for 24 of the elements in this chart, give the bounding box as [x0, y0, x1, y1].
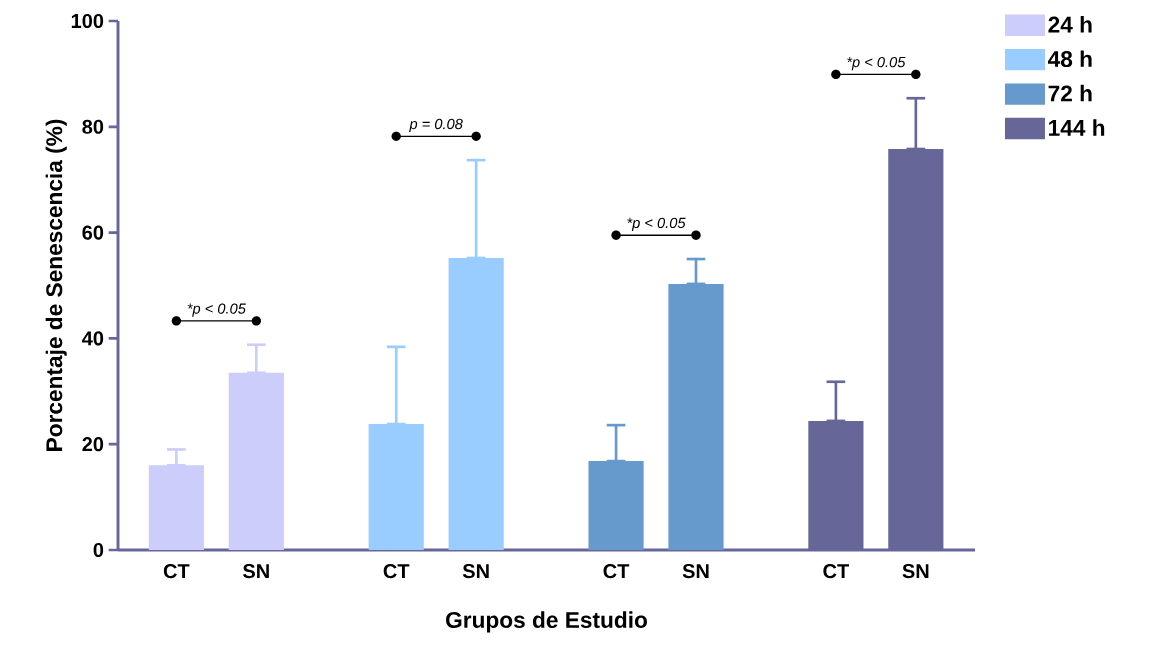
x-tick-label: CT: [163, 564, 190, 579]
annotation: *p < 0.05: [627, 217, 686, 231]
y-tick-label: 0: [93, 542, 104, 558]
y-tick-label: 60: [82, 225, 104, 240]
legend-label: 72 h: [1048, 84, 1092, 102]
x-tick-label: CT: [383, 564, 410, 579]
x-tick-label: SN: [902, 564, 929, 579]
legend-label: 48 h: [1047, 50, 1092, 68]
y-tick-label: 80: [82, 119, 104, 134]
x-tick-label: SN: [462, 564, 489, 579]
legend-label: 144 h: [1049, 119, 1105, 136]
annotation: *p < 0.05: [847, 56, 906, 71]
legend-label: 24 h: [1048, 16, 1092, 33]
y-tick-label: 100: [71, 13, 104, 29]
y-axis-title: Porcentaje de Senescencia (%): [45, 119, 67, 451]
annotation: p = 0.08: [409, 118, 463, 133]
x-tick-label: CT: [603, 564, 630, 579]
x-tick-label: SN: [682, 564, 709, 579]
x-axis-title: Grupos de Estudio: [446, 611, 647, 633]
x-tick-label: SN: [243, 564, 269, 579]
y-tick-label: 40: [82, 331, 104, 346]
x-tick-label: CT: [823, 564, 850, 579]
y-tick-label: 20: [82, 437, 104, 452]
annotation: *p < 0.05: [187, 303, 246, 317]
